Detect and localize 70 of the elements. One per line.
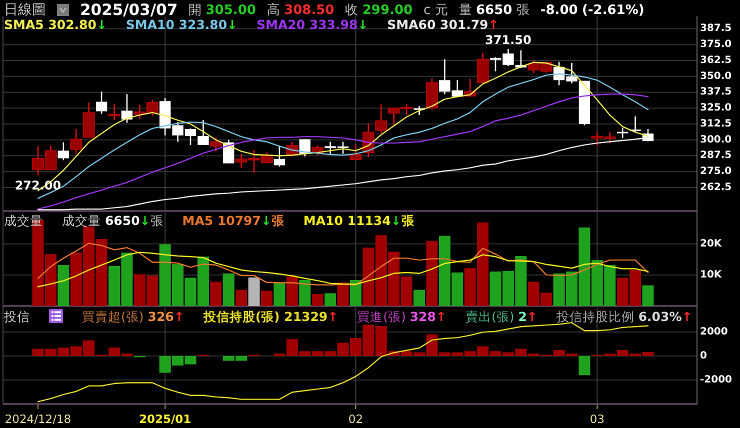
y-tick-label: 20K bbox=[700, 238, 723, 250]
text: SMA5 302.80↓ bbox=[4, 16, 107, 32]
y-tick-label: 362.5 bbox=[700, 54, 732, 66]
text: MA5 10797↓張 bbox=[182, 212, 286, 228]
text: SMA60 301.79↑ bbox=[387, 16, 499, 32]
y-tick-label: 337.5 bbox=[700, 86, 732, 98]
bar bbox=[413, 290, 425, 306]
annotation: -8.00 (-2.61%) bbox=[540, 2, 644, 18]
y-tick-label: 10K bbox=[700, 269, 723, 280]
bar bbox=[58, 265, 70, 306]
bar bbox=[337, 282, 349, 306]
bar bbox=[248, 277, 260, 306]
bar bbox=[274, 282, 286, 306]
y-tick-label: -2000 bbox=[700, 374, 732, 386]
bar bbox=[286, 276, 298, 306]
bar bbox=[260, 290, 272, 306]
chart-subtitle: 2025/03/07 bbox=[80, 1, 178, 19]
candlestick bbox=[210, 136, 222, 152]
candlestick bbox=[70, 128, 82, 154]
candlestick bbox=[96, 90, 108, 114]
y-tick-label: 275.0 bbox=[700, 166, 732, 178]
candlestick bbox=[350, 144, 362, 161]
y-tick-label: 287.5 bbox=[700, 150, 732, 162]
candlestick bbox=[198, 120, 209, 146]
bar bbox=[236, 290, 248, 306]
y-tick-label: 375.0 bbox=[700, 39, 732, 50]
bar bbox=[426, 240, 438, 306]
text: SMA20 333.98↓ bbox=[256, 16, 368, 32]
annotation: 量 6650 張 bbox=[458, 2, 530, 18]
y-tick-label: 325.0 bbox=[700, 102, 732, 114]
annotation: 買進(張) 328↑ bbox=[357, 308, 446, 324]
annotation: c 元 bbox=[424, 2, 448, 18]
annotation: 開 305.00 bbox=[188, 2, 256, 18]
y-tick-label: 262.5 bbox=[700, 182, 732, 193]
y-tick-label: 0 bbox=[700, 350, 707, 362]
candlestick bbox=[375, 104, 388, 134]
y-tick-label: 387.5 bbox=[700, 23, 732, 34]
annotation: 371.50 bbox=[485, 33, 532, 48]
candlestick bbox=[616, 127, 628, 139]
bar bbox=[578, 356, 590, 376]
bar bbox=[222, 273, 234, 306]
y-tick-label: 350.0 bbox=[700, 70, 732, 82]
x-tick-label: 2024/12/18 bbox=[4, 412, 72, 426]
x-tick-label: 2025/01 bbox=[138, 412, 192, 426]
line-series bbox=[37, 252, 649, 288]
annotation: 高 308.50 bbox=[266, 2, 334, 18]
y-tick-label: 312.5 bbox=[700, 118, 732, 130]
bar bbox=[210, 282, 222, 306]
annotation: 收 299.00 bbox=[345, 2, 413, 18]
chart-title: 日線圖 bbox=[4, 2, 46, 18]
y-tick-label: 2000 bbox=[700, 326, 728, 338]
text: MA10 11134↓張 bbox=[303, 212, 416, 228]
candlestick bbox=[274, 144, 286, 168]
annotation: 賣出(張) 2↑ bbox=[465, 308, 538, 324]
x-tick-label: 03 bbox=[590, 412, 604, 426]
bar bbox=[299, 280, 311, 306]
candlestick bbox=[58, 142, 70, 161]
chart-title: 投信 bbox=[3, 308, 30, 324]
bar bbox=[324, 293, 336, 306]
bar bbox=[350, 280, 362, 306]
line-series bbox=[37, 242, 649, 286]
text: 投信持股(張) 21329↑ bbox=[202, 308, 338, 324]
series-label: 成交量 6650↓張 bbox=[62, 212, 164, 228]
bar bbox=[312, 294, 324, 306]
annotation: 投信持股比例 6.03%↑ bbox=[555, 308, 692, 324]
text: SMA10 323.80↓ bbox=[126, 16, 238, 32]
y-tick-label: 300.0 bbox=[700, 134, 732, 146]
bar bbox=[642, 285, 654, 306]
x-tick-label: 02 bbox=[348, 412, 364, 426]
candlestick bbox=[476, 52, 489, 84]
